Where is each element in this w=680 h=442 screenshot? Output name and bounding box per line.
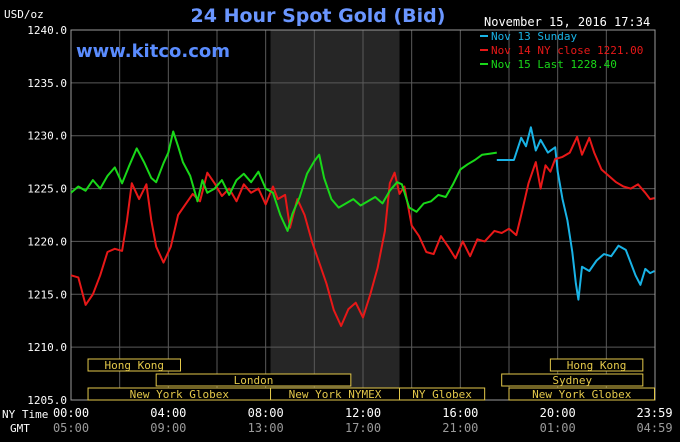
session-bar	[508, 387, 656, 401]
session-label: Sydney	[552, 374, 592, 387]
legend-entry: Nov 14 NY close 1221.00	[491, 44, 643, 57]
x-tick-label-ny: 23:59	[636, 406, 672, 420]
chart-grid	[71, 29, 655, 401]
session-label: Hong Kong	[104, 359, 164, 372]
x-tick-label-gmt: 21:00	[442, 421, 478, 435]
session-label: New York Globex	[532, 388, 632, 401]
series-line-2	[70, 135, 655, 327]
y-axis: 1205.0 1210.0 1215.0 1220.0 1225.0 1230.0 1235…	[27, 24, 67, 407]
y-unit-label: USD/oz	[4, 8, 44, 21]
session-bar	[399, 387, 486, 401]
x-tick-label-gmt: 09:00	[150, 421, 186, 435]
y-tick-label: 1220.0	[27, 235, 67, 248]
nymex-session-shading	[270, 30, 400, 400]
x-tick-label-gmt: 05:00	[53, 421, 89, 435]
series-line-3	[70, 130, 497, 232]
session-bar	[155, 373, 352, 387]
legend-entry: Nov 13 Sunday	[491, 30, 577, 43]
x-tick-label-gmt: 17:00	[345, 421, 381, 435]
session-label: London	[234, 374, 274, 387]
series-line-1	[496, 126, 655, 301]
session-bar	[501, 373, 644, 387]
legend-entry: Nov 15 Last 1228.40	[491, 58, 617, 71]
session-label: Hong Kong	[567, 359, 627, 372]
y-tick-label: 1215.0	[27, 288, 67, 301]
session-label: New York NYMEX	[289, 388, 382, 401]
chart-title: 24 Hour Spot Gold (Bid)	[191, 5, 446, 27]
y-tick-label: 1205.0	[27, 394, 67, 407]
session-bar	[549, 358, 644, 372]
ny-time-row-label: NY Time	[2, 408, 48, 421]
y-tick-label: 1230.0	[27, 130, 67, 143]
gmt-row-label: GMT	[10, 422, 30, 435]
x-tick-label-ny: 16:00	[442, 406, 478, 420]
session-label: New York Globex	[130, 388, 230, 401]
x-tick-label-gmt: 01:00	[540, 421, 576, 435]
trading-sessions: Hong Kong London New York Globex New York N…	[87, 358, 656, 401]
x-tick-label-gmt: 04:59	[636, 421, 672, 435]
y-tick-label: 1225.0	[27, 183, 67, 196]
x-tick-label-ny: 20:00	[540, 406, 576, 420]
y-tick-label: 1235.0	[27, 77, 67, 90]
y-tick-label: 1240.0	[27, 24, 67, 37]
site-watermark: www.kitco.com	[76, 41, 230, 62]
session-label: NY Globex	[412, 388, 472, 401]
y-tick-label: 1210.0	[27, 341, 67, 354]
session-bar	[87, 358, 181, 372]
x-tick-label-ny: 08:00	[248, 406, 284, 420]
timestamp: November 15, 2016 17:34	[484, 15, 650, 29]
x-tick-label-ny: 00:00	[53, 406, 89, 420]
x-tick-label-ny: 12:00	[345, 406, 381, 420]
x-tick-label-ny: 04:00	[150, 406, 186, 420]
x-tick-label-gmt: 13:00	[248, 421, 284, 435]
price-series	[70, 126, 655, 327]
